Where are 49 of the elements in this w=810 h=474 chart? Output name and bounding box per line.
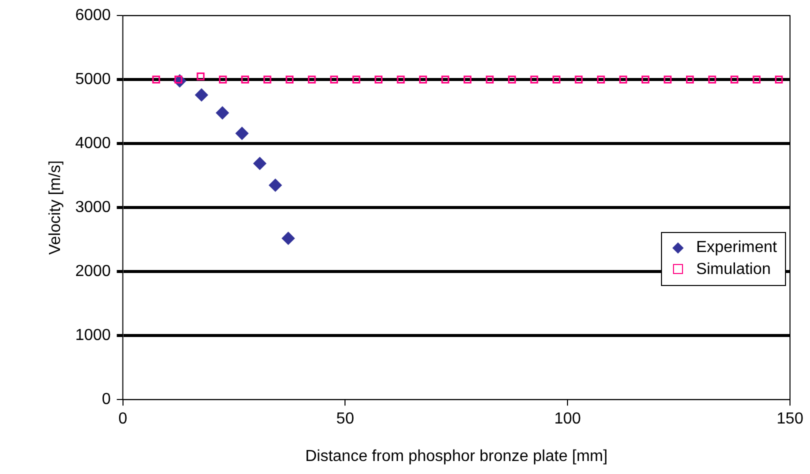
- point: [552, 76, 560, 84]
- y-tick-label: 5000: [75, 71, 111, 88]
- point: [486, 76, 494, 84]
- point: [642, 76, 650, 84]
- point: [282, 232, 295, 245]
- point: [374, 76, 382, 84]
- point: [195, 88, 208, 102]
- point: [752, 76, 761, 84]
- point: [619, 76, 628, 84]
- point: [530, 76, 538, 84]
- y-tick-label: 1000: [75, 327, 111, 344]
- y-tick-label: 0: [102, 391, 111, 408]
- point: [774, 76, 783, 84]
- point: [308, 76, 316, 84]
- point: [441, 76, 450, 84]
- point: [708, 76, 716, 84]
- point: [419, 76, 427, 84]
- y-tick-label: 6000: [75, 7, 111, 24]
- point: [263, 76, 272, 84]
- point: [464, 76, 472, 84]
- point: [508, 76, 516, 84]
- legend-label: Experiment: [696, 239, 777, 257]
- point: [597, 76, 605, 84]
- point: [196, 72, 205, 80]
- point: [664, 76, 672, 84]
- point: [286, 76, 294, 84]
- y-tick-label: 2000: [75, 263, 111, 280]
- x-axis-title: Distance from phosphor bronze plate [mm]: [305, 448, 608, 465]
- point: [268, 178, 282, 192]
- point: [330, 76, 338, 84]
- point: [218, 76, 227, 84]
- point: [236, 126, 248, 140]
- point: [216, 106, 229, 120]
- y-axis-title: Velocity [m/s]: [47, 160, 64, 255]
- point: [352, 76, 360, 84]
- y-tick-label: 4000: [75, 135, 111, 152]
- legend-label: Simulation: [696, 261, 771, 279]
- point: [253, 156, 266, 170]
- x-tick-label: 150: [776, 410, 804, 428]
- x-tick-label: 100: [554, 410, 582, 428]
- point: [574, 76, 583, 84]
- point: [686, 76, 694, 84]
- point: [396, 76, 405, 84]
- x-tick-label: 50: [336, 410, 354, 428]
- point: [241, 76, 250, 84]
- point: [730, 76, 738, 84]
- point: [152, 76, 160, 84]
- y-tick-label: 3000: [75, 199, 111, 216]
- x-tick-label: 0: [118, 410, 128, 428]
